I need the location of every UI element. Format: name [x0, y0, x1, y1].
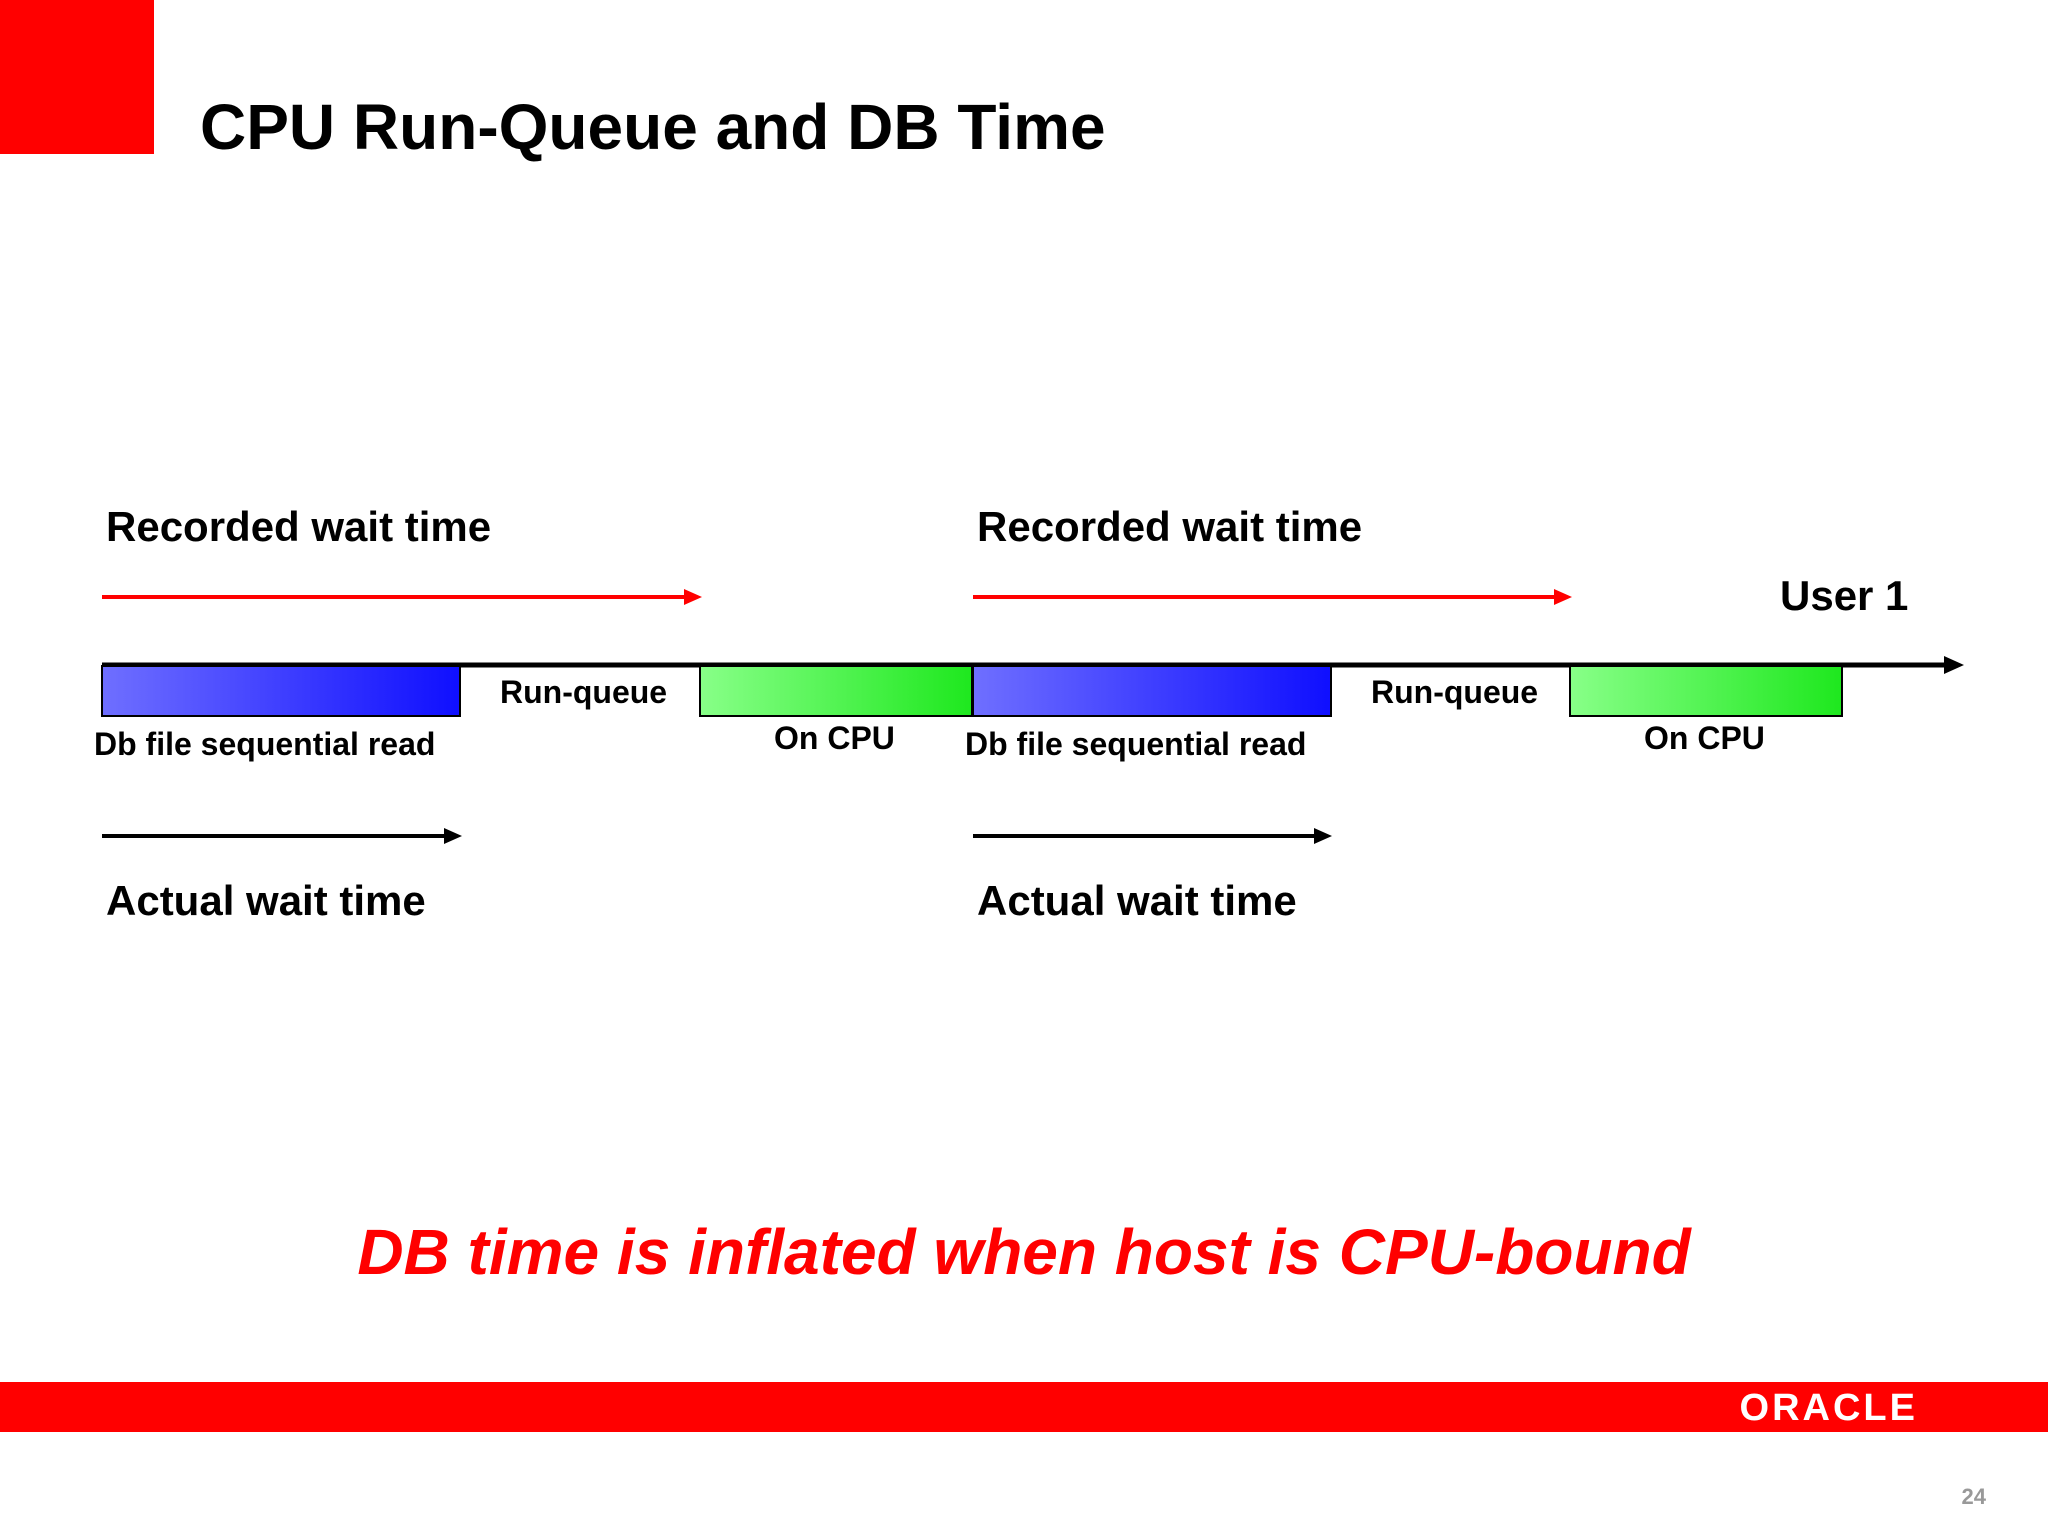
io-wait-bar-2 — [972, 665, 1332, 717]
io-wait-bar-1 — [101, 665, 461, 717]
timeline-arrowhead — [1944, 656, 1964, 674]
slide-title: CPU Run-Queue and DB Time — [200, 91, 1106, 163]
on-cpu-bar-1 — [699, 665, 973, 717]
on-cpu-label-2: On CPU — [1644, 720, 1765, 756]
page-number: 24 — [1961, 1484, 1986, 1509]
conclusion-text: DB time is inflated when host is CPU-bou… — [357, 1216, 1691, 1288]
io-wait-label-1: Db file sequential read — [94, 726, 436, 762]
io-wait-label-2: Db file sequential read — [965, 726, 1307, 762]
recorded-wait-label-2: Recorded wait time — [977, 503, 1363, 550]
oracle-logo: ORACLE — [1739, 1387, 1918, 1429]
on-cpu-label-1: On CPU — [774, 720, 895, 756]
recorded-wait-arrowhead-2 — [1554, 589, 1572, 605]
actual-wait-label-2: Actual wait time — [977, 877, 1297, 924]
run-queue-label-1: Run-queue — [500, 674, 668, 710]
actual-wait-arrowhead-1 — [444, 828, 462, 844]
actual-wait-label-1: Actual wait time — [106, 877, 426, 924]
recorded-wait-label-1: Recorded wait time — [106, 503, 492, 550]
footer-bar — [0, 1382, 2048, 1432]
run-queue-label-2: Run-queue — [1371, 674, 1539, 710]
on-cpu-bar-2 — [1569, 665, 1843, 717]
actual-wait-arrowhead-2 — [1314, 828, 1332, 844]
brand-red-corner — [0, 0, 154, 154]
user-label: User 1 — [1780, 572, 1909, 619]
recorded-wait-arrowhead-1 — [684, 589, 702, 605]
